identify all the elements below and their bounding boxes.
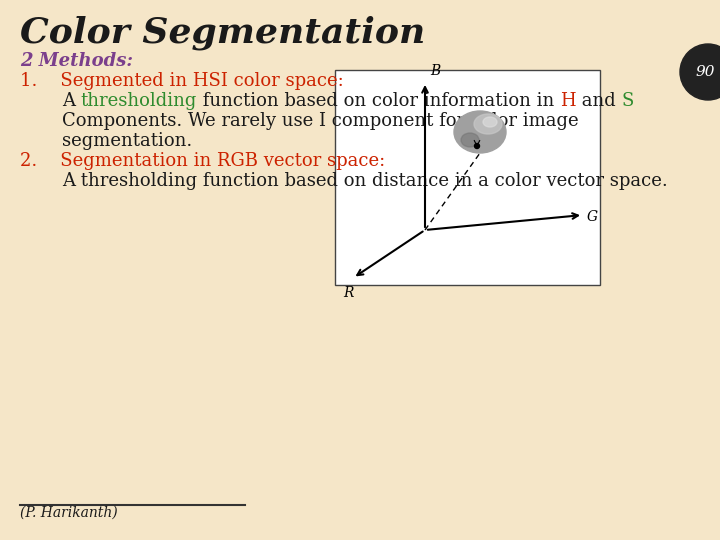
Text: H: H [560,92,576,110]
Text: 2.    Segmentation in RGB vector space:: 2. Segmentation in RGB vector space: [20,152,385,170]
Text: segmentation.: segmentation. [62,132,192,150]
Text: S: S [621,92,634,110]
Ellipse shape [454,111,506,153]
Text: Components. We rarely use I component for color image: Components. We rarely use I component fo… [62,112,579,130]
Text: (P. Harikanth): (P. Harikanth) [20,506,117,520]
Circle shape [680,44,720,100]
Circle shape [474,144,480,149]
Text: B: B [430,64,440,78]
Text: 2 Methods:: 2 Methods: [20,52,133,70]
Text: 1.    Segmented in HSI color space:: 1. Segmented in HSI color space: [20,72,343,90]
Text: thresholding: thresholding [81,92,197,110]
Text: G: G [587,210,598,224]
Bar [335,70,600,285]
Ellipse shape [461,133,479,147]
Text: A: A [62,92,81,110]
Text: 90: 90 [696,65,715,79]
Text: A thresholding function based on distance in a color vector space.: A thresholding function based on distanc… [62,172,667,190]
Text: R: R [343,286,354,300]
Text: Color Segmentation: Color Segmentation [20,15,426,50]
Text: function based on color information in: function based on color information in [197,92,560,110]
Text: and: and [576,92,621,110]
Ellipse shape [474,114,502,134]
Ellipse shape [483,117,497,127]
